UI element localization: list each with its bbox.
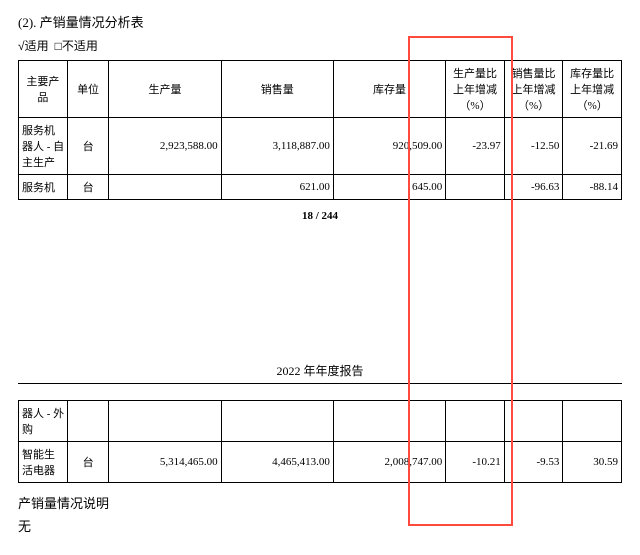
table-row: 智能生活电器 台 5,314,465.00 4,465,413.00 2,008… [19, 442, 622, 483]
cell-prod-yoy [446, 401, 505, 442]
cell-prod-yoy: -23.97 [446, 118, 505, 175]
cell-sales: 3,118,887.00 [221, 118, 333, 175]
cell-inventory [333, 401, 445, 442]
cell-sales [221, 401, 333, 442]
check-icon: √ [18, 39, 25, 53]
th-sales-yoy: 销售量比上年增减（%） [504, 61, 563, 118]
cell-inventory: 645.00 [333, 175, 445, 200]
th-prod-yoy: 生产量比上年增减（%） [446, 61, 505, 118]
section-number: (2). [18, 15, 36, 30]
page-gap [0, 232, 640, 362]
unchecked-box: □ [55, 39, 62, 53]
table-row: 服务机 台 621.00 645.00 -96.63 -88.14 [19, 175, 622, 200]
cell-prod-yoy [446, 175, 505, 200]
cell-product: 服务机器人 - 自主生产 [19, 118, 68, 175]
section-title-text: 产销量情况分析表 [40, 15, 144, 30]
cell-inv-yoy: -21.69 [563, 118, 622, 175]
production-sales-table-1: 主要产品 单位 生产量 销售量 库存量 生产量比上年增减（%） 销售量比上年增减… [18, 60, 622, 200]
cell-sales: 621.00 [221, 175, 333, 200]
th-inv-yoy: 库存量比上年增减（%） [563, 61, 622, 118]
cell-product: 器人 - 外购 [19, 401, 68, 442]
cell-production: 5,314,465.00 [109, 442, 221, 483]
applicable-label: 适用 [25, 39, 49, 53]
production-sales-table-2: 器人 - 外购 智能生活电器 台 5,314,465.00 4,465,413.… [18, 400, 622, 483]
table-row: 器人 - 外购 [19, 401, 622, 442]
th-product: 主要产品 [19, 61, 68, 118]
th-inventory: 库存量 [333, 61, 445, 118]
table-row: 服务机器人 - 自主生产 台 2,923,588.00 3,118,887.00… [19, 118, 622, 175]
cell-product: 服务机 [19, 175, 68, 200]
th-sales: 销售量 [221, 61, 333, 118]
cell-inv-yoy: 30.59 [563, 442, 622, 483]
applicable-row: √适用 □不适用 [18, 37, 622, 54]
th-unit: 单位 [67, 61, 109, 118]
cell-production: 2,923,588.00 [109, 118, 221, 175]
section-title: (2). 产销量情况分析表 [18, 12, 622, 31]
cell-product: 智能生活电器 [19, 442, 68, 483]
cell-sales-yoy: -12.50 [504, 118, 563, 175]
cell-prod-yoy: -10.21 [446, 442, 505, 483]
cell-sales-yoy: -9.53 [504, 442, 563, 483]
cell-sales: 4,465,413.00 [221, 442, 333, 483]
cell-sales-yoy: -96.63 [504, 175, 563, 200]
cell-unit: 台 [67, 118, 109, 175]
cell-inv-yoy: -88.14 [563, 175, 622, 200]
notes-title: 产销量情况说明 [18, 493, 622, 512]
cell-unit: 台 [67, 175, 109, 200]
cell-sales-yoy [504, 401, 563, 442]
cell-inv-yoy [563, 401, 622, 442]
cell-production [109, 401, 221, 442]
cell-unit [67, 401, 109, 442]
notes-content: 无 [18, 516, 622, 535]
page-indicator: 18 / 244 [0, 204, 640, 232]
report-header: 2022 年年度报告 [18, 362, 622, 384]
table-header-row: 主要产品 单位 生产量 销售量 库存量 生产量比上年增减（%） 销售量比上年增减… [19, 61, 622, 118]
cell-inventory: 920,509.00 [333, 118, 445, 175]
cell-unit: 台 [67, 442, 109, 483]
not-applicable-label: 不适用 [62, 39, 98, 53]
cell-production [109, 175, 221, 200]
th-production: 生产量 [109, 61, 221, 118]
cell-inventory: 2,008,747.00 [333, 442, 445, 483]
